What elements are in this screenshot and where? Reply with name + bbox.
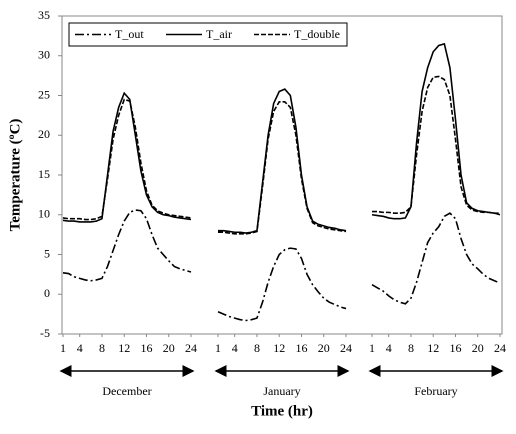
x-tick-label: 16	[449, 341, 461, 355]
panel-label: February	[414, 384, 457, 398]
series-line	[217, 247, 347, 322]
x-tick-label: 24	[340, 341, 352, 355]
x-tick-label: 16	[140, 341, 152, 355]
panel-label: December	[102, 384, 151, 398]
x-tick-label: 8	[254, 341, 260, 355]
x-tick-label: 1	[60, 341, 66, 355]
x-axis-title: Time (hr)	[251, 403, 313, 419]
x-tick-label: 24	[494, 341, 506, 355]
x-tick-label: 20	[472, 341, 484, 355]
y-tick-label: 0	[44, 286, 50, 300]
y-tick-label: 10	[38, 207, 50, 221]
legend-label: T_out	[115, 27, 144, 41]
y-tick-label: 35	[38, 8, 50, 22]
x-tick-label: 20	[318, 341, 330, 355]
legend-label: T_air	[206, 27, 232, 41]
y-tick-label: 20	[38, 127, 50, 141]
panel-label: January	[263, 384, 300, 398]
x-tick-label: 1	[215, 341, 221, 355]
series-line	[372, 75, 500, 214]
x-tick-label: 8	[408, 341, 414, 355]
y-tick-label: 30	[38, 48, 50, 62]
x-tick-label: 8	[99, 341, 105, 355]
x-tick-label: 12	[118, 341, 130, 355]
x-tick-label: 4	[386, 341, 392, 355]
series-line	[218, 88, 347, 234]
plot-frame	[61, 15, 503, 335]
x-tick-label: 4	[232, 341, 238, 355]
series-line	[371, 212, 501, 305]
series-line	[371, 42, 501, 220]
x-tick-label: 24	[185, 341, 197, 355]
x-tick-label: 12	[427, 341, 439, 355]
series-line	[62, 98, 192, 221]
y-tick-label: 5	[44, 246, 50, 260]
series-line	[62, 209, 192, 282]
x-tick-label: 16	[295, 341, 307, 355]
y-axis-title: Temperature (ºC)	[7, 119, 23, 232]
x-tick-label: 1	[369, 341, 375, 355]
x-tick-label: 20	[163, 341, 175, 355]
x-tick-label: 12	[273, 341, 285, 355]
y-tick-label: 25	[38, 87, 50, 101]
y-tick-label: 15	[38, 167, 50, 181]
series-line	[62, 91, 192, 223]
legend-box	[68, 22, 348, 47]
series-line	[218, 101, 347, 235]
legend-label: T_double	[294, 27, 340, 41]
x-tick-label: 4	[77, 341, 83, 355]
y-tick-label: -5	[40, 326, 50, 340]
